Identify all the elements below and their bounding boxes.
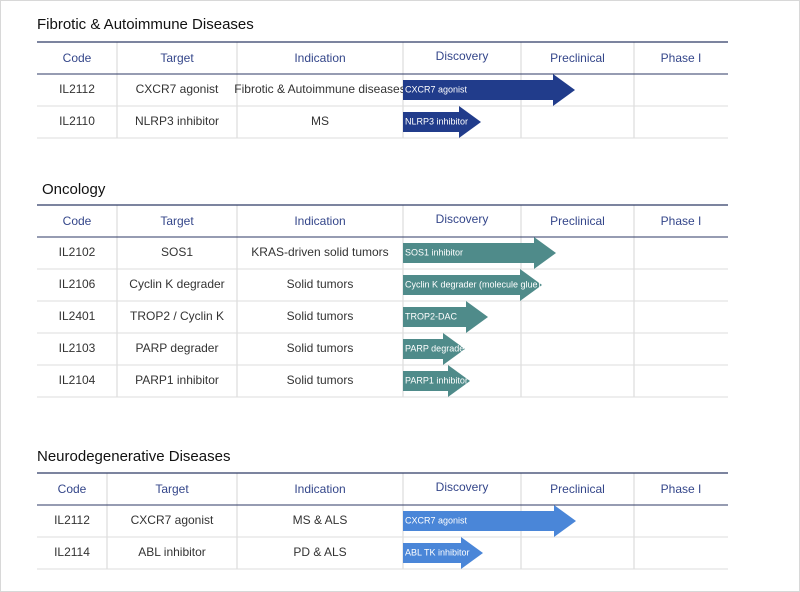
program-label: NLRP3 inhibitor	[405, 116, 468, 126]
column-header: Discovery	[436, 480, 489, 494]
cell-target: Cyclin K degrader	[129, 277, 224, 291]
program-label: Cyclin K degrader (molecule glue)	[405, 279, 541, 289]
progress-arrow	[403, 74, 575, 106]
progress-arrow	[403, 301, 488, 333]
cell-code: IL2401	[59, 309, 96, 323]
column-header: Preclinical	[550, 482, 605, 496]
cell-target: PARP1 inhibitor	[135, 373, 219, 387]
column-header: Target	[160, 51, 194, 65]
cell-target: CXCR7 agonist	[131, 513, 214, 527]
column-header: Phase I	[661, 214, 702, 228]
progress-arrow	[403, 365, 470, 397]
column-header: Code	[63, 214, 92, 228]
cell-code: IL2102	[59, 245, 96, 259]
column-header: Target	[160, 214, 194, 228]
program-label: SOS1 inhibitor	[405, 247, 463, 257]
cell-code: IL2114	[54, 545, 90, 559]
cell-indication: Solid tumors	[287, 309, 354, 323]
column-header: Code	[63, 51, 92, 65]
cell-target: NLRP3 inhibitor	[135, 114, 219, 128]
cell-target: ABL inhibitor	[138, 545, 206, 559]
cell-indication: PD & ALS	[293, 545, 346, 559]
cell-indication: MS & ALS	[293, 513, 348, 527]
column-header: Discovery	[436, 49, 489, 63]
column-header: Phase I	[661, 482, 702, 496]
column-header: Preclinical	[550, 214, 605, 228]
column-header: Indication	[294, 51, 345, 65]
cell-target: PARP degrader	[136, 341, 219, 355]
program-label: CXCR7 agonist	[405, 515, 468, 525]
column-header: Target	[155, 482, 189, 496]
progress-arrow	[403, 237, 556, 269]
column-header: Code	[58, 482, 87, 496]
program-label: ABL TK inhibitor	[405, 547, 470, 557]
cell-code: IL2110	[59, 114, 95, 128]
column-header: Preclinical	[550, 51, 605, 65]
cell-target: SOS1	[161, 245, 193, 259]
column-header: Phase I	[661, 51, 702, 65]
program-label: PARP1 inhibitor	[405, 375, 468, 385]
cell-target: CXCR7 agonist	[136, 82, 219, 96]
progress-arrow	[403, 333, 465, 365]
cell-code: IL2106	[59, 277, 96, 291]
cell-indication: Fibrotic & Autoimmune diseases	[234, 82, 405, 96]
section-title: Neurodegenerative Diseases	[37, 448, 230, 465]
cell-code: IL2103	[59, 341, 96, 355]
column-header: Indication	[294, 214, 345, 228]
cell-indication: MS	[311, 114, 329, 128]
cell-code: IL2104	[59, 373, 96, 387]
cell-indication: KRAS-driven solid tumors	[251, 245, 388, 259]
cell-indication: Solid tumors	[287, 373, 354, 387]
progress-arrow	[403, 106, 481, 138]
program-label: CXCR7 agonist	[405, 84, 468, 94]
cell-target: TROP2 / Cyclin K	[130, 309, 224, 323]
column-header: Discovery	[436, 212, 489, 226]
progress-arrow	[403, 537, 483, 569]
program-label: PARP degrader	[405, 343, 467, 353]
cell-indication: Solid tumors	[287, 277, 354, 291]
cell-indication: Solid tumors	[287, 341, 354, 355]
cell-code: IL2112	[59, 82, 95, 96]
column-header: Indication	[294, 482, 345, 496]
section-title: Oncology	[42, 181, 106, 198]
progress-arrow	[403, 505, 576, 537]
progress-arrow	[403, 269, 542, 301]
cell-code: IL2112	[54, 513, 90, 527]
section-title: Fibrotic & Autoimmune Diseases	[37, 16, 254, 33]
program-label: TROP2-DAC	[405, 311, 458, 321]
